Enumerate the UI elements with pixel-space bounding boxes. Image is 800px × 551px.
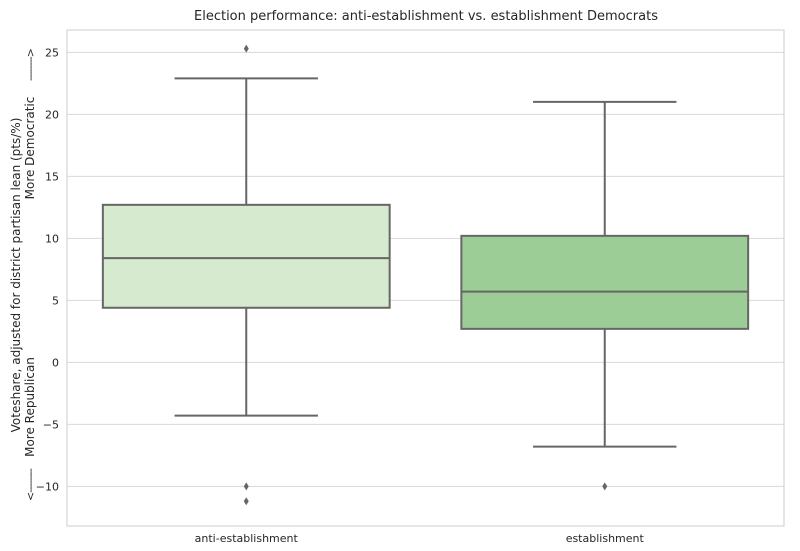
box-establishment — [460, 100, 750, 491]
box-iqr — [460, 234, 750, 330]
y-axis-label-group: Voteshare, adjusted for district partisa… — [9, 118, 23, 433]
y-tick-label: −10 — [36, 480, 59, 493]
y-tick-label: 0 — [52, 356, 59, 369]
box-anti-establishment — [101, 44, 391, 506]
y-tick-label: −5 — [43, 418, 59, 431]
chart-title: Election performance: anti-establishment… — [194, 9, 658, 24]
y-ticks: −10 −5 0 5 10 15 20 25 — [36, 46, 59, 493]
arrow-down-label: <-------- — [24, 468, 37, 501]
y-tick-label: 5 — [52, 294, 59, 307]
outlier-point — [243, 44, 249, 53]
y-tick-label: 25 — [45, 46, 59, 59]
x-tick-label: establishment — [566, 532, 645, 545]
outlier-point — [602, 482, 608, 491]
y-axis-label: Voteshare, adjusted for district partisa… — [9, 118, 23, 433]
arrow-up-label: --------> — [24, 48, 37, 81]
x-ticks: anti-establishment establishment — [195, 532, 645, 545]
outlier-point — [243, 482, 249, 491]
y-tick-label: 15 — [45, 170, 59, 183]
box-iqr — [101, 203, 391, 309]
outlier-point — [243, 497, 249, 506]
y-tick-label: 20 — [45, 108, 59, 121]
plot-frame — [66, 29, 785, 527]
y-axis-label-democratic: More Democratic — [23, 97, 37, 200]
y-axis-direction-group: More Democratic More Republican --------… — [23, 48, 37, 501]
y-axis-label-republican: More Republican — [23, 357, 37, 457]
boxes — [101, 44, 750, 506]
x-tick-label: anti-establishment — [195, 532, 299, 545]
y-tick-label: 10 — [45, 232, 59, 245]
